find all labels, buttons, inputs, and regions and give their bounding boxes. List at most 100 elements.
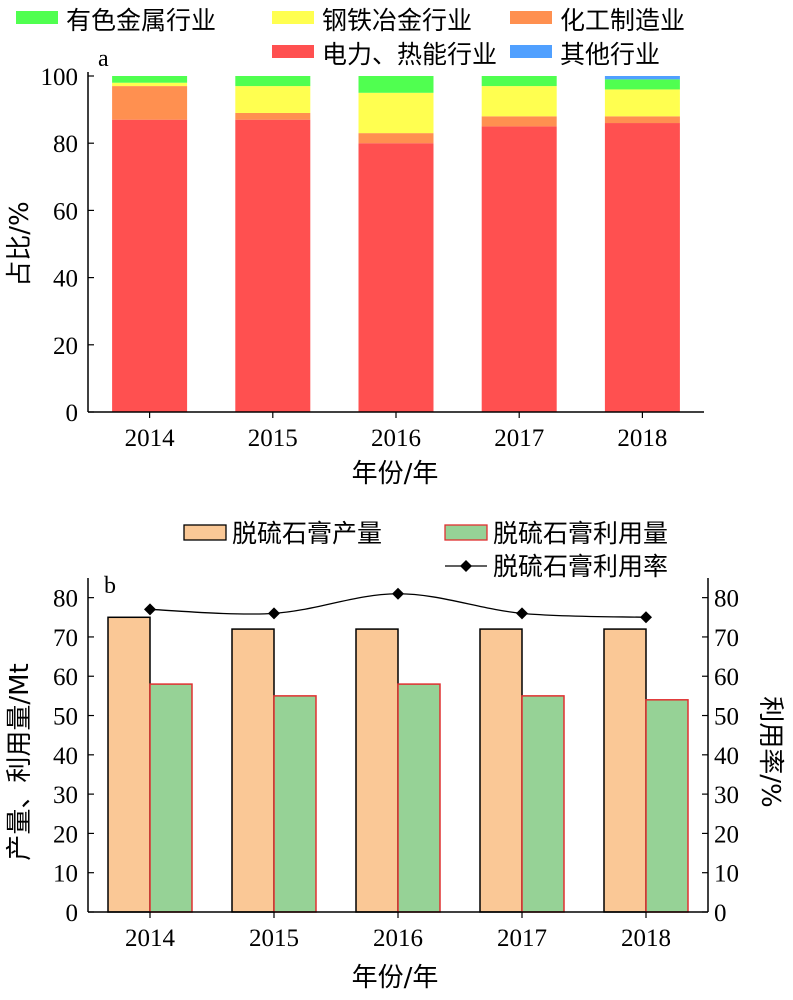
bar-2016-series-1 [358, 133, 434, 144]
y-tick-label: 40 [53, 266, 78, 293]
bar-2015-series-0 [235, 119, 311, 413]
legend-label: 其他行业 [560, 40, 660, 69]
x-tick-label: 2015 [249, 925, 299, 952]
legend-swatch [510, 11, 552, 24]
bar-2018-series-0 [604, 123, 680, 412]
bar-2015-series-3 [235, 76, 311, 87]
utilization-rate-marker-2014 [144, 603, 156, 616]
legend-swatch [444, 524, 488, 541]
y-tick-label: 100 [41, 64, 79, 91]
panel-a-y-axis-label: 占比/% [5, 201, 35, 286]
left-y-tick-label: 50 [53, 704, 78, 731]
bar-2018-series-0 [603, 628, 647, 913]
left-y-tick-label: 30 [53, 782, 78, 809]
bar-2014-series-0 [107, 616, 151, 913]
utilization-rate-marker-2016 [392, 587, 404, 600]
right-y-tick-label: 50 [714, 704, 739, 731]
panel-a-axes: 0 20 40 60 80 100 2014 2015 2016 2017 2018 [41, 64, 704, 452]
bar-2016-series-1 [397, 683, 441, 913]
bar-2015-series-2 [235, 86, 311, 113]
y-tick-label: 0 [66, 400, 79, 427]
bar-2018-series-1 [604, 116, 680, 124]
right-y-tick-label: 40 [714, 743, 739, 770]
left-y-tick-label: 40 [53, 743, 78, 770]
right-y-tick-label: 70 [714, 625, 739, 652]
bar-2015-series-1 [273, 695, 317, 913]
right-y-tick-label: 0 [714, 900, 727, 927]
bar-2014-series-1 [112, 86, 188, 120]
bar-2016-series-0 [355, 628, 399, 913]
right-y-tick-label: 10 [714, 861, 739, 888]
legend-label: 有色金属行业 [66, 6, 216, 35]
bar-2017-series-0 [481, 126, 557, 413]
panel-b-letter: b [104, 573, 116, 599]
right-y-tick-label: 80 [714, 586, 739, 613]
bar-2016-series-3 [358, 76, 434, 93]
legend-label: 脱硫石膏产量 [232, 519, 382, 548]
legend-marker [460, 560, 472, 572]
x-tick-label: 2018 [621, 925, 671, 952]
x-tick-label: 2018 [617, 425, 667, 452]
right-y-tick-label: 20 [714, 821, 739, 848]
y-tick-label: 60 [53, 198, 78, 225]
x-tick-label: 2014 [125, 925, 176, 952]
legend-label: 化工制造业 [560, 6, 685, 35]
bar-2017-series-2 [481, 86, 557, 117]
bar-2018-series-2 [604, 89, 680, 117]
right-y-tick-label: 30 [714, 782, 739, 809]
bar-2016-series-2 [358, 92, 434, 134]
y-tick-label: 20 [53, 333, 78, 360]
x-tick-label: 2015 [248, 425, 298, 452]
bar-2014-series-2 [112, 82, 188, 87]
right-y-tick-label: 60 [714, 664, 739, 691]
left-y-tick-label: 80 [53, 586, 78, 613]
panel-b-left-y-axis-label: 产量、利用量/Mt [5, 663, 35, 860]
legend-label: 钢铁冶金行业 [322, 6, 472, 35]
panel-a-x-axis-label: 年份/年 [352, 459, 439, 489]
utilization-rate-marker-2015 [268, 607, 280, 620]
bar-2014-series-3 [112, 76, 188, 83]
bar-2016-series-0 [358, 143, 434, 412]
left-y-tick-label: 20 [53, 821, 78, 848]
panel-b-bars [107, 616, 689, 913]
bar-2017-series-0 [479, 628, 523, 913]
left-y-tick-label: 0 [66, 900, 79, 927]
bar-2018-series-1 [645, 699, 689, 913]
left-y-tick-label: 70 [53, 625, 78, 652]
panel-a-letter: a [98, 46, 109, 72]
legend-swatch [16, 11, 58, 24]
legend-label: 电力、热能行业 [322, 40, 497, 69]
panel-a-bars [112, 76, 680, 413]
utilization-rate-marker-2018 [640, 611, 652, 624]
panel-b-axes: 0 0 10 10 20 20 30 30 40 40 50 50 60 60 70 70 80 80 2014 20… [53, 578, 739, 952]
legend-label: 脱硫石膏利用率 [493, 552, 668, 581]
panel-b-x-axis-label: 年份/年 [352, 963, 439, 993]
legend-swatch [510, 45, 552, 58]
left-y-tick-label: 10 [53, 861, 78, 888]
utilization-rate-marker-2017 [516, 607, 528, 620]
left-y-tick-label: 60 [53, 664, 78, 691]
legend-swatch [272, 45, 314, 58]
x-tick-label: 2016 [373, 925, 423, 952]
bar-2017-series-3 [481, 76, 557, 87]
bar-2014-series-1 [149, 683, 193, 913]
x-tick-label: 2014 [125, 425, 176, 452]
bar-2017-series-1 [481, 116, 557, 127]
x-tick-label: 2017 [497, 925, 547, 952]
bar-2017-series-1 [521, 695, 565, 913]
x-tick-label: 2016 [371, 425, 421, 452]
bar-2015-series-1 [235, 112, 311, 120]
bar-2014-series-0 [112, 119, 188, 413]
bar-2018-series-4 [604, 76, 680, 80]
panel-b-right-y-axis-label: 利用率/% [755, 696, 785, 807]
panel-b-line [144, 587, 652, 624]
y-tick-label: 80 [53, 131, 78, 158]
bar-2018-series-3 [604, 79, 680, 90]
bar-2015-series-0 [231, 628, 275, 913]
legend-swatch [183, 524, 227, 541]
